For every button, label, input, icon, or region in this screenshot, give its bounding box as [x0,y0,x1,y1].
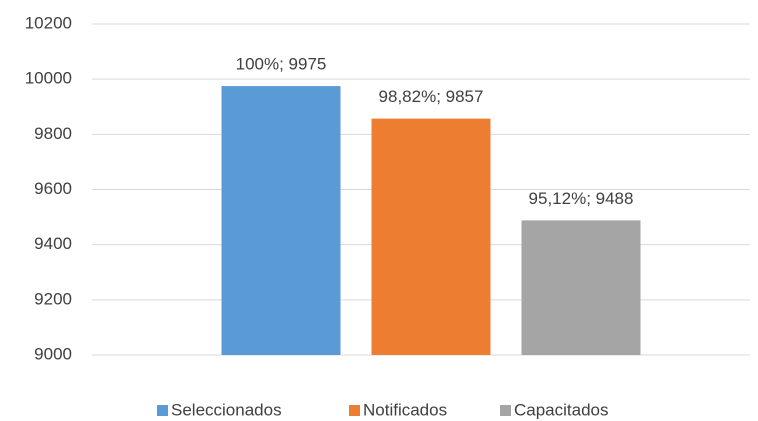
legend-swatch [157,405,168,416]
data-label: 95,12%; 9488 [529,189,634,208]
y-tick-label: 10000 [25,69,72,88]
bar [371,118,491,355]
legend-swatch [500,405,511,416]
y-tick-label: 9200 [34,289,72,308]
legend-label: Notificados [363,400,447,419]
legend-label: Capacitados [514,400,609,419]
data-label: 98,82%; 9857 [379,87,484,106]
legend-swatch [349,405,360,416]
y-tick-label: 9800 [34,124,72,143]
y-tick-label: 9000 [34,344,72,363]
y-tick-label: 9600 [34,179,72,198]
data-label: 100%; 9975 [236,55,327,74]
bar [521,220,641,355]
y-tick-label: 10200 [25,13,72,32]
legend-label: Seleccionados [171,400,282,419]
bar [221,86,341,355]
y-tick-label: 9400 [34,234,72,253]
